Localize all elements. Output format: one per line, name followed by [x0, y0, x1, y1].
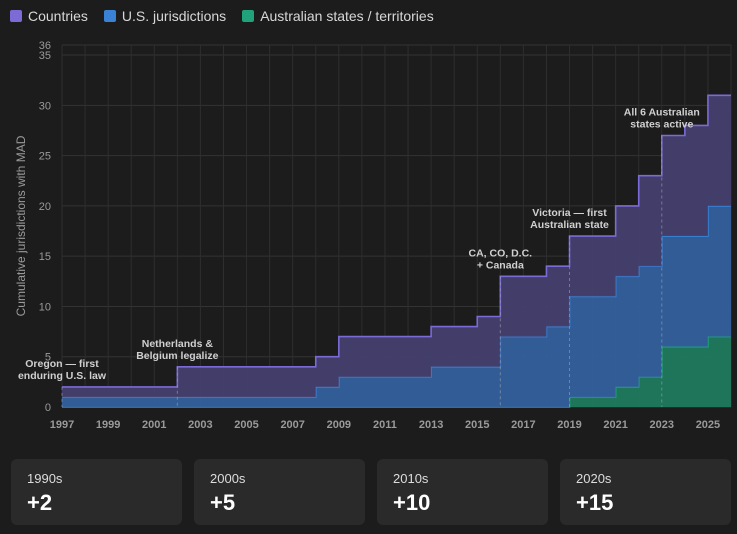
annotation-label: Australian state — [530, 219, 609, 231]
decade-card-label: 1990s — [27, 471, 63, 486]
x-tick-label: 2007 — [280, 419, 304, 431]
x-tick-label: 1999 — [96, 419, 120, 431]
x-tick-label: 2025 — [696, 419, 720, 431]
legend-swatch-australia — [242, 10, 255, 22]
x-tick-label: 2019 — [557, 419, 581, 431]
y-tick-label: 36 — [39, 40, 51, 52]
legend-item-australia[interactable]: Australian states / territories — [242, 8, 434, 24]
decade-card-value: +2 — [27, 490, 53, 515]
annotation-guides — [61, 135, 663, 407]
y-tick-label: 5 — [45, 352, 51, 364]
annotation-label: Victoria — first — [532, 207, 607, 219]
x-tick-label: 2003 — [188, 419, 212, 431]
legend-item-countries[interactable]: Countries — [10, 8, 88, 24]
series-area — [62, 95, 731, 397]
decade-card-value: +10 — [393, 490, 431, 515]
x-tick-label: 2005 — [234, 419, 258, 431]
decade-card-2010s: 2010s +10 — [377, 459, 548, 525]
decade-summary-cards: 1990s +2 2000s +5 2010s +10 2020s +15 — [11, 459, 737, 525]
legend-label-us: U.S. jurisdictions — [121, 8, 227, 24]
annotation-label: Belgium legalize — [136, 350, 218, 362]
series-area — [62, 336, 731, 407]
x-tick-label: 1997 — [50, 419, 74, 431]
chart-legend: Countries U.S. jurisdictions Australian … — [10, 5, 434, 27]
decade-card-value: +5 — [210, 490, 236, 515]
x-tick-label: 2015 — [465, 419, 489, 431]
y-tick-label: 35 — [39, 50, 51, 62]
annotation-label: Netherlands & — [142, 338, 214, 350]
annotation-label: enduring U.S. law — [18, 370, 107, 382]
decade-card-label: 2020s — [576, 471, 612, 486]
legend-swatch-us — [103, 10, 116, 22]
series-line — [62, 94, 731, 388]
chart-areas — [62, 94, 731, 408]
decade-card-2020s: 2020s +15 — [560, 459, 731, 525]
annotation-label: Oregon — first — [25, 358, 99, 370]
y-tick-label: 25 — [39, 151, 51, 163]
decade-card-1990s: 1990s +2 — [11, 459, 182, 525]
annotation-label: CA, CO, D.C. — [469, 247, 533, 259]
x-tick-label: 2011 — [373, 419, 397, 431]
y-tick-label: 10 — [39, 301, 51, 313]
legend-label-australia: Australian states / territories — [260, 8, 434, 24]
x-tick-label: 2023 — [650, 419, 674, 431]
y-tick-label: 20 — [39, 201, 51, 213]
annotation-label: + Canada — [477, 259, 524, 271]
annotation-label: All 6 Australian — [624, 107, 700, 119]
x-axis-ticks: 1997 1999 2001 2003 2005 2007 2009 2011 2013 2015… — [50, 419, 720, 431]
x-tick-label: 2001 — [142, 419, 166, 431]
series-area — [62, 205, 731, 407]
y-tick-label: 30 — [39, 100, 51, 112]
y-axis-label: Cumulative jurisdictions with MAD — [14, 135, 28, 316]
x-tick-label: 2009 — [327, 419, 351, 431]
x-tick-label: 2017 — [511, 419, 535, 431]
y-tick-label: 15 — [39, 251, 51, 263]
decade-card-value: +15 — [576, 490, 614, 515]
decade-card-2000s: 2000s +5 — [194, 459, 365, 525]
legend-label-countries: Countries — [28, 8, 88, 24]
y-tick-label: 0 — [45, 402, 51, 414]
decade-card-label: 2000s — [210, 471, 246, 486]
decade-card-label: 2010s — [393, 471, 429, 486]
annotation-label: states active — [630, 119, 693, 131]
x-tick-label: 2021 — [603, 419, 627, 431]
legend-item-us[interactable]: U.S. jurisdictions — [103, 8, 227, 24]
x-tick-label: 2013 — [419, 419, 443, 431]
legend-swatch-countries — [10, 10, 22, 22]
